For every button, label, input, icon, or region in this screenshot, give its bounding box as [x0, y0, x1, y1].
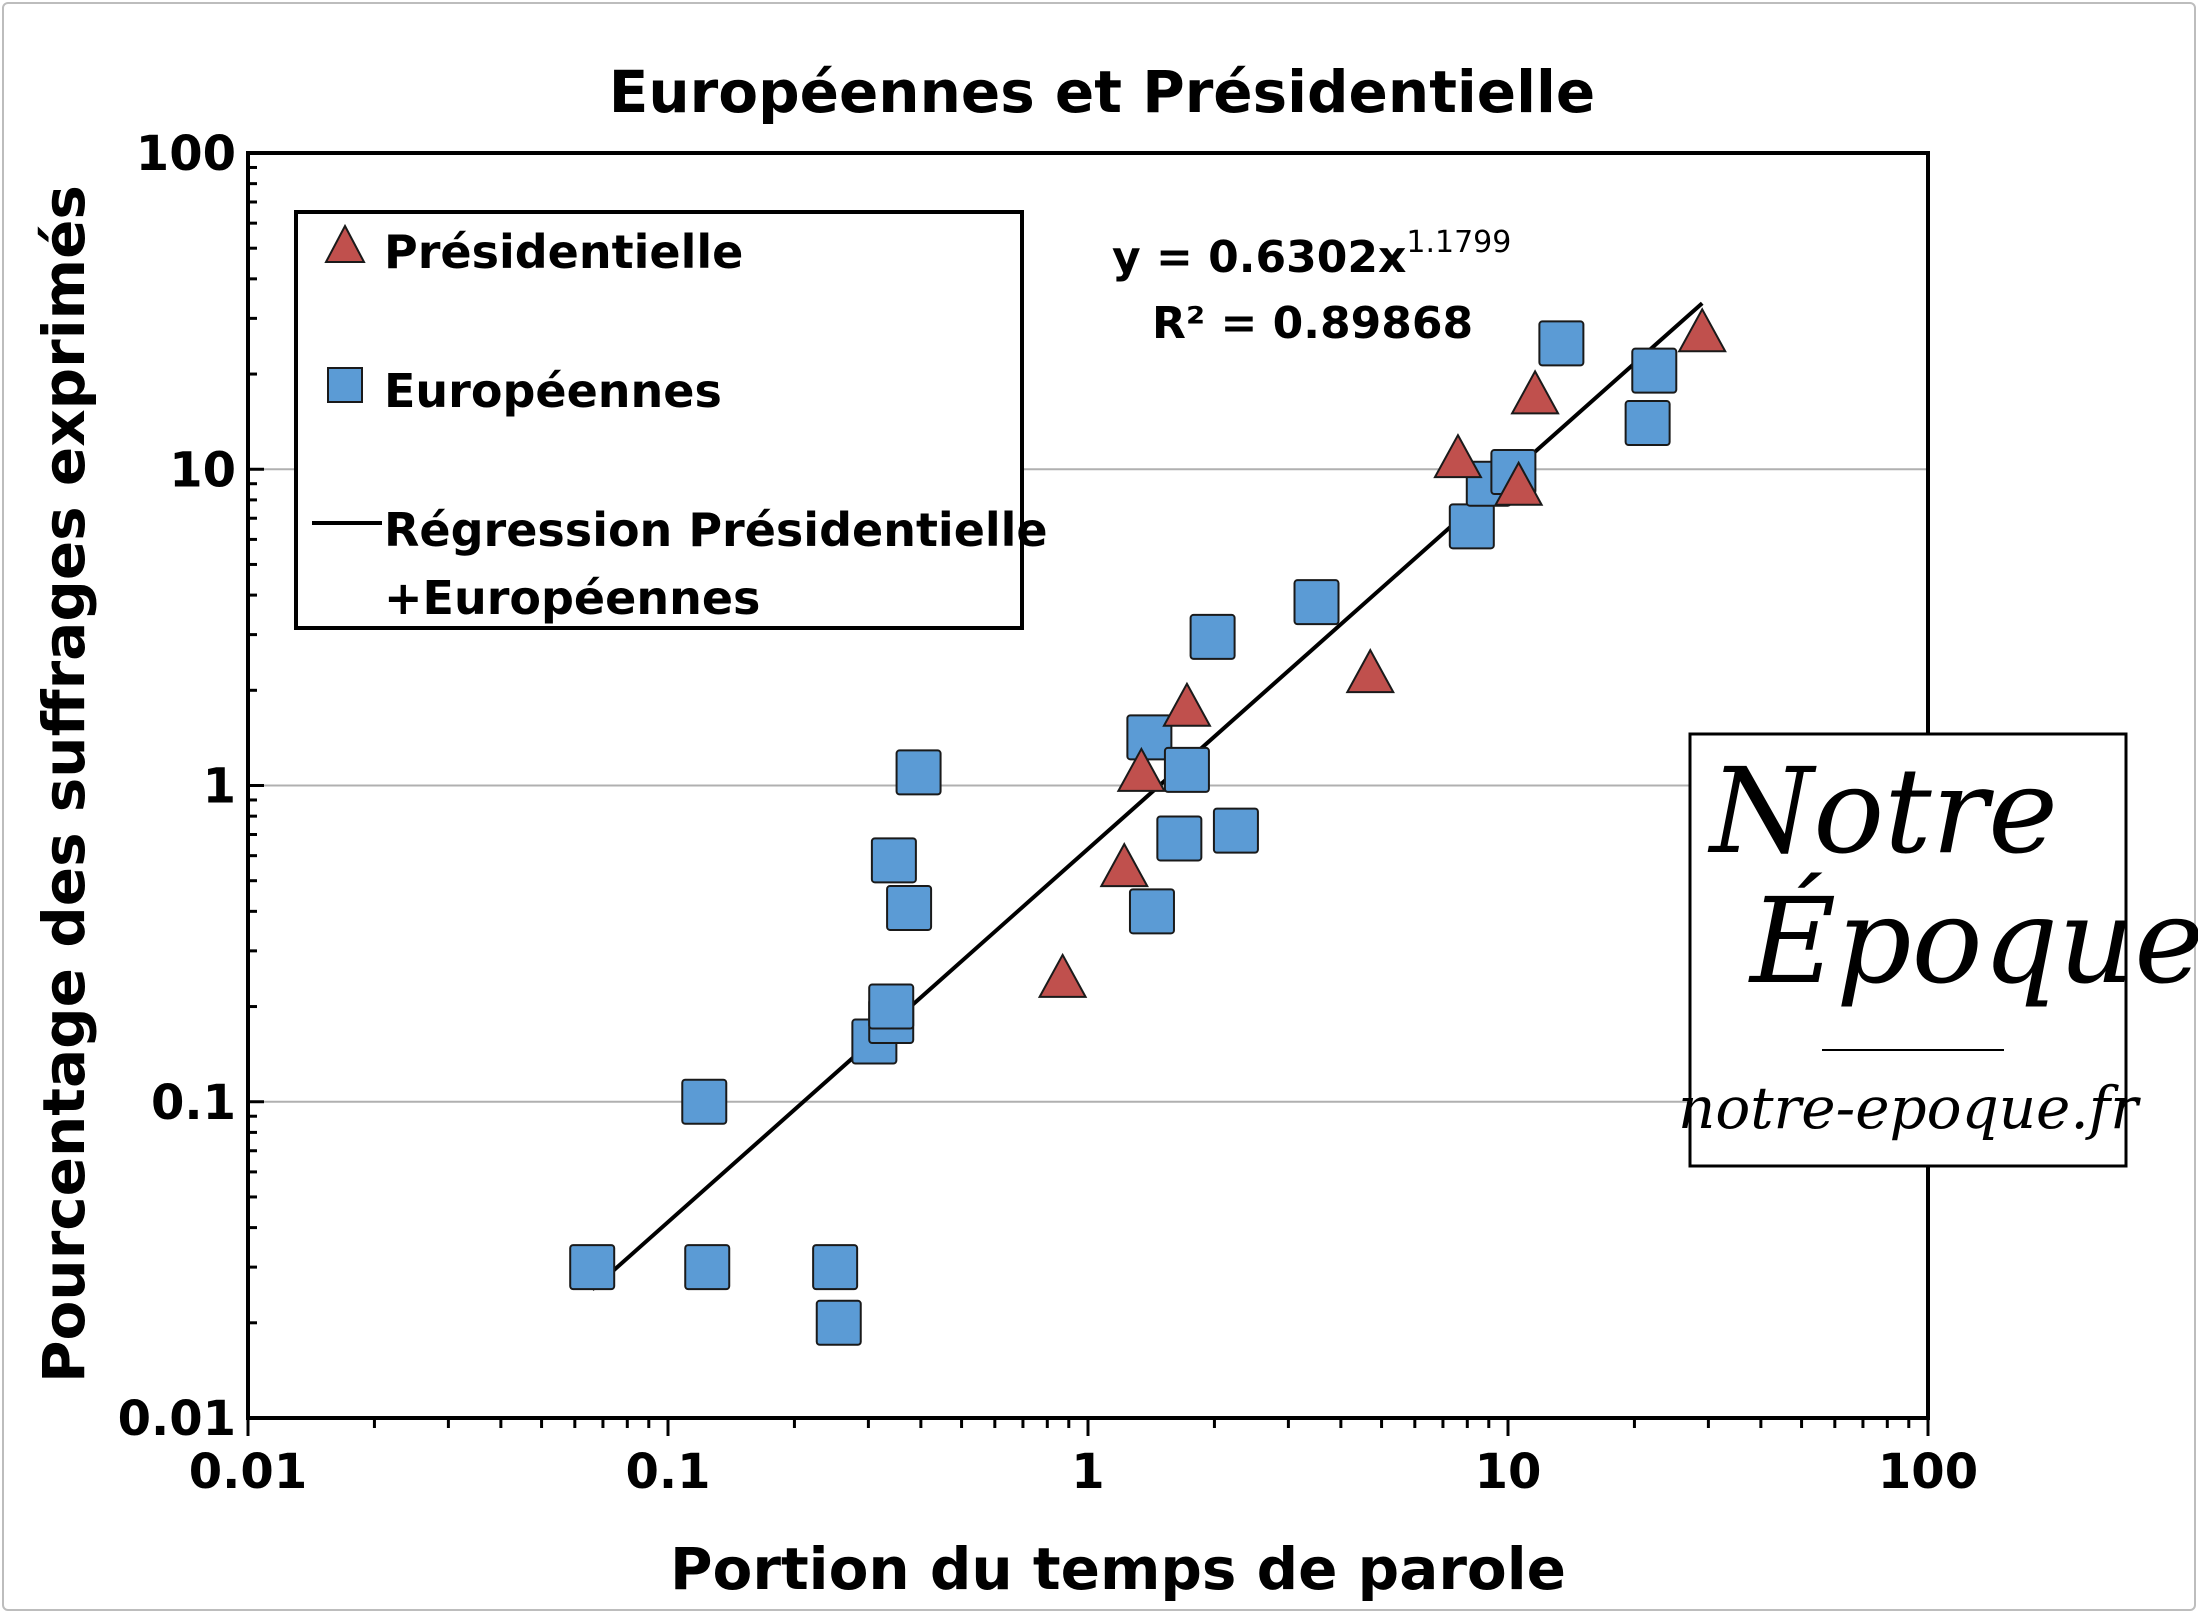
presidentielle-point [1099, 842, 1149, 888]
logo-frame [1688, 732, 2128, 1168]
chart-title: Européennes et Présidentielle [609, 58, 1595, 126]
legend-label-regression-line1: Régression Présidentielle [384, 503, 1048, 557]
europeennes-point [1189, 613, 1236, 660]
presidentielle-point [1677, 307, 1727, 353]
europeennes-point [569, 1244, 616, 1291]
logo-url: notre-epoque.fr [1678, 1074, 2141, 1142]
legend-label-europeennes: Européennes [384, 364, 722, 418]
europeennes-point [815, 1299, 862, 1346]
legend-box [294, 210, 1024, 630]
europeennes-point [1212, 807, 1259, 854]
x-tick-label: 0.1 [625, 1444, 710, 1500]
x-axis-title: Portion du temps de parole [670, 1535, 1566, 1603]
equation-exponent: 1.1799 [1406, 225, 1511, 260]
europeennes-point [1163, 746, 1210, 793]
legend-triangle-marker [324, 223, 366, 263]
y-tick-label: 0.01 [118, 1391, 236, 1447]
x-tick-label: 1 [1071, 1444, 1104, 1500]
equation-text: y = 0.6302x1.1799 [1112, 225, 1511, 283]
europeennes-point [1538, 320, 1585, 367]
europeennes-point [684, 1244, 731, 1291]
y-tick-label: 10 [169, 442, 236, 498]
chart-svg: Européennes et Présidentielle 0.010.1110… [30, 58, 2200, 1603]
europeennes-point [1128, 888, 1175, 935]
tick-labels: 0.01 0.1 1 10 100 0.01 0.1 1 10 100 [118, 126, 1979, 1500]
europeennes-point [1448, 503, 1495, 550]
presidentielle-point [1510, 369, 1560, 415]
presidentielle-point [1162, 681, 1212, 727]
markers-layer [569, 307, 1727, 1346]
logo-line-notre: Notre [1707, 742, 2058, 880]
presidentielle-point [1493, 460, 1544, 506]
x-tick-label: 10 [1475, 1444, 1542, 1500]
y-tick-label: 1 [203, 759, 236, 815]
europeennes-point [1293, 579, 1340, 626]
x-tick-label: 0.01 [189, 1444, 307, 1500]
y-axis-title: Pourcentage des suffrages exprimés [30, 185, 98, 1383]
equation-base: y = 0.6302x [1112, 232, 1406, 283]
x-tick-label: 100 [1878, 1444, 1978, 1500]
europeennes-point [895, 749, 942, 796]
logo-line-epoque: Époque [1748, 872, 2198, 1010]
legend-label-regression-line2: +Européennes [384, 571, 760, 625]
europeennes-point [812, 1244, 859, 1291]
europeennes-point [681, 1078, 728, 1125]
r-squared-text: R² = 0.89868 [1152, 298, 1473, 349]
presidentielle-point [1345, 648, 1395, 694]
presidentielle-point [1116, 746, 1167, 792]
legend-label-presidentielle: Présidentielle [384, 225, 743, 279]
y-tick-label: 0.1 [151, 1075, 236, 1131]
europeennes-point [1631, 347, 1678, 394]
presidentielle-point [1037, 952, 1088, 998]
europeennes-point [1156, 815, 1203, 862]
legend: Présidentielle Européennes Régression Pr… [294, 210, 1048, 630]
europeennes-point [868, 983, 915, 1030]
y-tick-label: 100 [136, 126, 236, 182]
europeennes-point [1126, 714, 1173, 761]
presidentielle-point [1433, 433, 1483, 479]
regression-equation: y = 0.6302x1.1799 R² = 0.89868 [1112, 225, 1511, 349]
europeennes-point [870, 837, 917, 884]
legend-square-marker [327, 367, 363, 403]
logo-box: Notre Époque notre-epoque.fr [1678, 732, 2200, 1168]
europeennes-point [886, 884, 933, 931]
europeennes-point [1624, 400, 1671, 447]
axis-ticks [246, 151, 1930, 1436]
